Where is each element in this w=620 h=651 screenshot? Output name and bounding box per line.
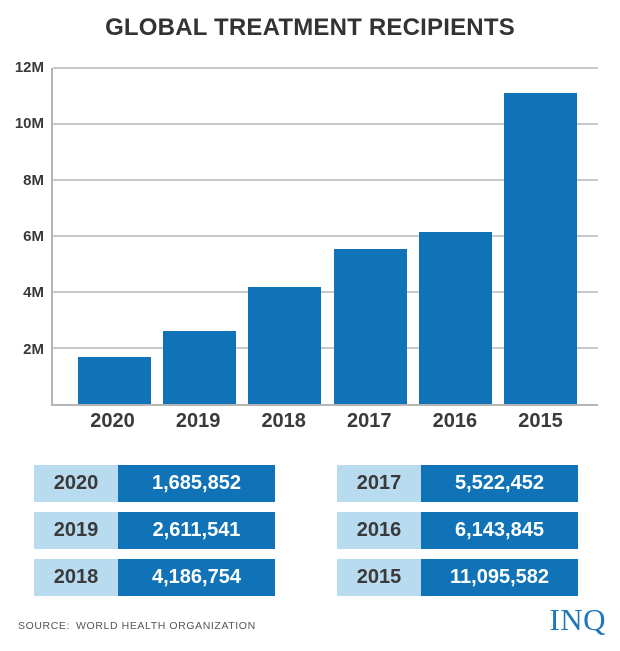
x-axis-label-2016: 2016 — [432, 410, 478, 432]
data-table-left: 2020 1,685,852 2019 2,611,541 2018 4,186,754 — [34, 465, 275, 596]
gridline-2M — [53, 347, 598, 349]
table-row-2020: 2020 1,685,852 — [34, 465, 275, 502]
value-cell-2016: 6,143,845 — [421, 512, 578, 549]
value-cell-2017: 5,522,452 — [421, 465, 578, 502]
table-row-2016: 2016 6,143,845 — [337, 512, 578, 549]
value-cell-2020: 1,685,852 — [118, 465, 275, 502]
gridline-10M — [53, 123, 598, 126]
source-prefix: SOURCE: — [18, 620, 71, 632]
x-axis: 2020 2019 2018 2017 2016 2015 — [51, 410, 598, 433]
x-axis-label-2015: 2015 — [518, 410, 563, 432]
year-cell-2016: 2016 — [337, 512, 421, 549]
gridline-4M — [53, 291, 598, 294]
x-axis-label-2017: 2017 — [347, 410, 392, 432]
table-row-2015: 2015 11,095,582 — [337, 559, 578, 596]
y-axis: 2M 4M 6M 8M 10M 12M — [0, 59, 45, 406]
y-axis-tick-label-6M: 6M — [23, 228, 44, 245]
data-table-right: 2017 5,522,452 2016 6,143,845 2015 11,095,582 — [337, 465, 578, 596]
x-axis-label-2019: 2019 — [175, 410, 221, 432]
chart-title: GLOBAL TREATMENT RECIPIENTS — [105, 14, 515, 41]
y-axis-tick-label-4M: 4M — [23, 284, 44, 302]
y-axis-tick-label-12M: 12M — [14, 59, 44, 76]
y-axis-tick-label-8M: 8M — [23, 171, 44, 189]
bar-chart: 2M 4M 6M 8M 10M 12M — [0, 59, 620, 406]
value-cell-2015: 11,095,582 — [421, 559, 578, 596]
gridline-6M — [53, 235, 598, 237]
source-label: SOURCE: WORLD HEALTH ORGANIZATION — [18, 620, 256, 632]
year-cell-2018: 2018 — [34, 559, 118, 596]
bar-2018 — [248, 286, 322, 404]
bars-container — [53, 68, 598, 404]
table-row-2018: 2018 4,186,754 — [34, 559, 275, 596]
gridline-8M — [53, 179, 598, 181]
gridline-12M — [53, 67, 598, 69]
year-cell-2017: 2017 — [337, 465, 421, 502]
bar-2016 — [418, 231, 492, 404]
bar-2015 — [503, 93, 577, 404]
x-axis-label-2020: 2020 — [90, 410, 135, 432]
source-value: WORLD HEALTH ORGANIZATION — [76, 620, 256, 632]
inq-logo: INQ — [549, 602, 606, 637]
year-cell-2020: 2020 — [34, 465, 118, 502]
value-cell-2019: 2,611,541 — [118, 512, 275, 549]
y-axis-tick-label-2M: 2M — [23, 340, 44, 358]
value-cell-2018: 4,186,754 — [118, 559, 275, 596]
x-axis-label-2018: 2018 — [261, 410, 306, 432]
chart-plot-area — [51, 67, 598, 406]
table-row-2019: 2019 2,611,541 — [34, 512, 275, 549]
year-cell-2015: 2015 — [337, 559, 421, 596]
bar-2020 — [78, 356, 151, 404]
bar-2019 — [163, 330, 237, 404]
year-cell-2019: 2019 — [34, 512, 118, 549]
table-row-2017: 2017 5,522,452 — [337, 465, 578, 502]
bar-2017 — [333, 249, 407, 404]
y-axis-tick-label-10M: 10M — [14, 115, 44, 133]
